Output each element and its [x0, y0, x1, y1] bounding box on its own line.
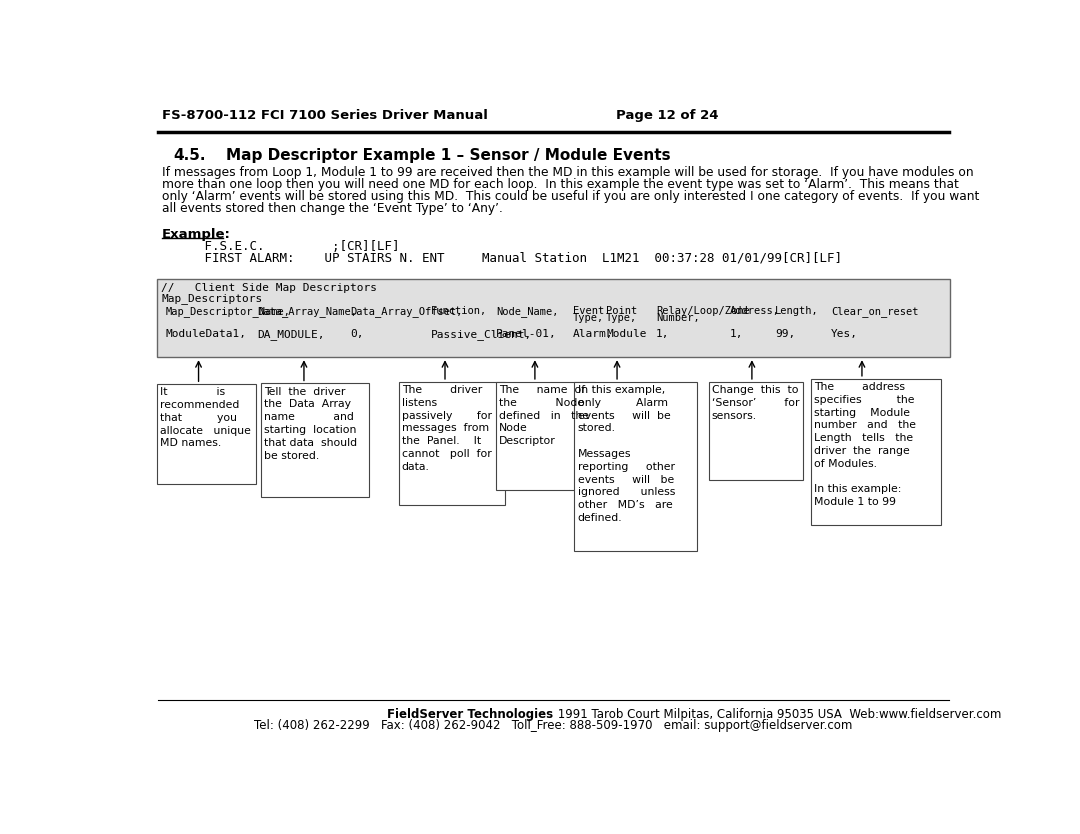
- Text: Alarm,: Alarm,: [572, 329, 613, 339]
- Text: Event: Event: [572, 306, 604, 316]
- Text: Tel: (408) 262-2299   Fax: (408) 262-9042   Toll_Free: 888-509-1970   email: sup: Tel: (408) 262-2299 Fax: (408) 262-9042 …: [254, 719, 853, 732]
- Text: Point: Point: [606, 306, 637, 316]
- Text: Relay/Loop/Zone: Relay/Loop/Zone: [656, 306, 750, 316]
- Text: The     name  of
the           Node
defined   in   the
Node
Descriptor: The name of the Node defined in the Node…: [499, 385, 590, 446]
- FancyBboxPatch shape: [496, 382, 595, 490]
- Text: 99,: 99,: [775, 329, 795, 339]
- FancyBboxPatch shape: [811, 379, 941, 525]
- Text: Module: Module: [606, 329, 647, 339]
- Text: Yes,: Yes,: [831, 329, 858, 339]
- Text: 1,: 1,: [730, 329, 744, 339]
- Text: DA_MODULE,: DA_MODULE,: [257, 329, 325, 339]
- Text: Node_Name,: Node_Name,: [496, 306, 558, 317]
- Text: Data_Array_Offset,: Data_Array_Offset,: [350, 306, 463, 317]
- Text: FIRST ALARM:    UP STAIRS N. ENT     Manual Station  L1M21  00:37:28 01/01/99[CR: FIRST ALARM: UP STAIRS N. ENT Manual Sta…: [181, 251, 841, 264]
- FancyBboxPatch shape: [260, 384, 369, 497]
- Text: Address,: Address,: [730, 306, 780, 316]
- Text: Map Descriptor Example 1 – Sensor / Module Events: Map Descriptor Example 1 – Sensor / Modu…: [227, 148, 671, 163]
- Text: If messages from Loop 1, Module 1 to 99 are received then the MD in this example: If messages from Loop 1, Module 1 to 99 …: [162, 166, 974, 179]
- Text: 4.5.: 4.5.: [174, 148, 206, 163]
- Text: Type,: Type,: [606, 314, 637, 324]
- Text: The        driver
listens
passively       for
messages  from
the  Panel.    It
c: The driver listens passively for message…: [402, 385, 491, 472]
- Text: F.S.E.C.         ;[CR][LF]: F.S.E.C. ;[CR][LF]: [181, 240, 399, 254]
- Text: Map_Descriptor_Name,: Map_Descriptor_Name,: [166, 306, 291, 317]
- FancyBboxPatch shape: [575, 382, 697, 551]
- Text: 1991 Tarob Court Milpitas, California 95035 USA  Web:www.fieldserver.com: 1991 Tarob Court Milpitas, California 95…: [554, 708, 1001, 721]
- Text: more than one loop then you will need one MD for each loop.  In this example the: more than one loop then you will need on…: [162, 178, 959, 191]
- Text: Page 12 of 24: Page 12 of 24: [616, 108, 718, 122]
- Text: Example:: Example:: [162, 228, 231, 241]
- Text: Tell  the  driver
the  Data  Array
name           and
starting  location
that da: Tell the driver the Data Array name and …: [264, 386, 356, 460]
- Text: Length,: Length,: [775, 306, 819, 316]
- FancyBboxPatch shape: [157, 384, 256, 485]
- Text: 0,: 0,: [350, 329, 364, 339]
- Text: The        address
specifies          the
starting    Module
number   and   the
: The address specifies the starting Modul…: [814, 382, 916, 507]
- Text: FS-8700-112 FCI 7100 Series Driver Manual: FS-8700-112 FCI 7100 Series Driver Manua…: [162, 108, 488, 122]
- Text: Data_Array_Name,: Data_Array_Name,: [257, 306, 357, 317]
- FancyBboxPatch shape: [157, 279, 950, 357]
- Text: all events stored then change the ‘Event Type’ to ‘Any’.: all events stored then change the ‘Event…: [162, 202, 503, 215]
- Text: It              is
recommended
that          you
allocate   unique
MD names.: It is recommended that you allocate uniq…: [160, 387, 251, 449]
- Text: Clear_on_reset: Clear_on_reset: [831, 306, 918, 317]
- Text: FieldServer Technologies: FieldServer Technologies: [388, 708, 554, 721]
- Text: Number,: Number,: [656, 314, 700, 324]
- Text: ModuleData1,: ModuleData1,: [166, 329, 247, 339]
- Text: only ‘Alarm’ events will be stored using this MD.  This could be useful if you a: only ‘Alarm’ events will be stored using…: [162, 190, 980, 203]
- Text: Passive_Client,: Passive_Client,: [431, 329, 532, 339]
- Text: Function,: Function,: [431, 306, 487, 316]
- Text: In this example,
only          Alarm
events     will  be
stored.

Messages
repor: In this example, only Alarm events will …: [578, 385, 675, 523]
- Text: //   Client Side Map Descriptors: // Client Side Map Descriptors: [161, 283, 377, 293]
- Text: Map_Descriptors: Map_Descriptors: [161, 294, 262, 304]
- Text: Type,: Type,: [572, 314, 604, 324]
- Text: Panel-01,: Panel-01,: [496, 329, 557, 339]
- Text: Change  this  to
‘Sensor’        for
sensors.: Change this to ‘Sensor’ for sensors.: [712, 385, 799, 420]
- Text: 1,: 1,: [656, 329, 670, 339]
- FancyBboxPatch shape: [708, 382, 804, 480]
- FancyBboxPatch shape: [399, 382, 505, 505]
